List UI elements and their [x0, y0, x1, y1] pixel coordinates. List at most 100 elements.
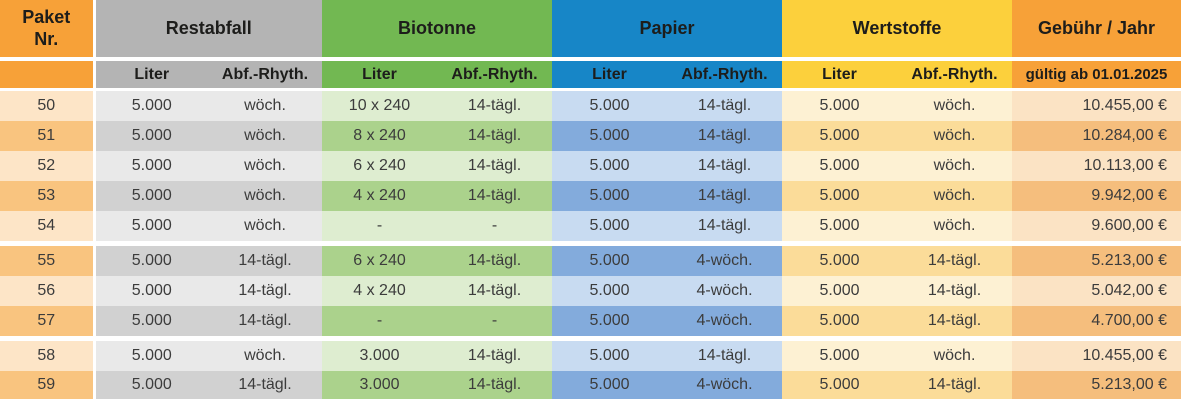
cell-restabfall-liter: 5.000	[94, 243, 208, 276]
header-row-sub: Liter Abf.-Rhyth. Liter Abf.-Rhyth. Lite…	[0, 59, 1181, 91]
cell-biotonne-rhythmus: 14-tägl.	[437, 243, 552, 276]
cell-wertstoffe-liter: 5.000	[782, 243, 897, 276]
cell-biotonne-liter: 4 x 240	[322, 181, 437, 211]
cell-restabfall-liter: 5.000	[94, 89, 208, 121]
cell-restabfall-liter: 5.000	[94, 151, 208, 181]
cell-wertstoffe-liter: 5.000	[782, 211, 897, 246]
cell-biotonne-liter: 10 x 240	[322, 89, 437, 121]
header-restabfall: Restabfall	[94, 0, 322, 61]
cell-wertstoffe-liter: 5.000	[782, 151, 897, 181]
cell-papier-liter: 5.000	[552, 181, 667, 211]
cell-papier-liter: 5.000	[552, 371, 667, 399]
cell-paket-nr: 55	[0, 243, 96, 276]
cell-restabfall-liter: 5.000	[94, 211, 208, 246]
cell-gebuehr-jahr: 10.284,00 €	[1012, 121, 1181, 151]
table-body: 50 5.000 wöch. 10 x 240 14-tägl. 5.000 14-tägl…	[0, 89, 1181, 399]
cell-paket-nr: 59	[0, 371, 96, 399]
cell-papier-liter: 5.000	[552, 121, 667, 151]
cell-gebuehr-jahr: 5.042,00 €	[1012, 276, 1181, 306]
table-row-paket-57: 57 5.000 14-tägl. - -5.000 4-wöch. 5.000 14-täg…	[0, 306, 1181, 341]
cell-wertstoffe-liter: 5.000	[782, 121, 897, 151]
cell-biotonne-liter: 6 x 240	[322, 243, 437, 276]
cell-papier-rhythmus: 14-tägl.	[667, 181, 782, 211]
table-row-paket-56: 56 5.000 14-tägl. 4 x 240 14-tägl. 5.000 4-wöc…	[0, 276, 1181, 306]
cell-wertstoffe-rhythmus: 14-tägl.	[897, 371, 1012, 399]
header-papier: Papier	[552, 0, 782, 61]
cell-restabfall-rhythmus: 14-tägl.	[208, 306, 322, 341]
cell-biotonne-liter: 3.000	[322, 371, 437, 399]
cell-gebuehr-jahr: 5.213,00 €	[1012, 371, 1181, 399]
cell-papier-rhythmus: 4-wöch.	[667, 371, 782, 399]
table-row-paket-54: 54 5.000 wöch. - -5.000 14-tägl. 5.000 wöch. 9.6…	[0, 211, 1181, 246]
cell-papier-rhythmus: 4-wöch.	[667, 276, 782, 306]
cell-wertstoffe-rhythmus: 14-tägl.	[897, 276, 1012, 306]
cell-gebuehr-jahr: 4.700,00 €	[1012, 306, 1181, 341]
header-row-groups: Paket Nr. Restabfall Biotonne Papier Wer…	[0, 0, 1181, 61]
cell-wertstoffe-liter: 5.000	[782, 371, 897, 399]
cell-paket-nr: 53	[0, 181, 96, 211]
cell-restabfall-liter: 5.000	[94, 181, 208, 211]
cell-biotonne-rhythmus: 14-tägl.	[437, 338, 552, 371]
cell-gebuehr-jahr: 9.942,00 €	[1012, 181, 1181, 211]
header-paket-nr: Paket Nr.	[0, 0, 96, 61]
cell-biotonne-rhythmus: 14-tägl.	[437, 371, 552, 399]
cell-wertstoffe-liter: 5.000	[782, 181, 897, 211]
cell-papier-liter: 5.000	[552, 89, 667, 121]
table-row-paket-55: 55 5.000 14-tägl. 6 x 240 14-tägl. 5.000 4-wöc…	[0, 243, 1181, 276]
cell-wertstoffe-liter: 5.000	[782, 338, 897, 371]
cell-paket-nr: 50	[0, 89, 96, 121]
cell-restabfall-liter: 5.000	[94, 371, 208, 399]
cell-wertstoffe-liter: 5.000	[782, 89, 897, 121]
cell-papier-rhythmus: 4-wöch.	[667, 306, 782, 341]
cell-wertstoffe-rhythmus: 14-tägl.	[897, 306, 1012, 341]
cell-biotonne-rhythmus: 14-tägl.	[437, 121, 552, 151]
cell-restabfall-liter: 5.000	[94, 121, 208, 151]
cell-gebuehr-jahr: 10.455,00 €	[1012, 338, 1181, 371]
subheader-restabfall-rhythmus: Abf.-Rhyth.	[208, 59, 322, 91]
cell-restabfall-liter: 5.000	[94, 276, 208, 306]
header-wertstoffe: Wertstoffe	[782, 0, 1012, 61]
cell-restabfall-rhythmus: wöch.	[208, 338, 322, 371]
header-paket-nr-label: Paket Nr.	[22, 6, 71, 49]
cell-biotonne-liter: 6 x 240	[322, 151, 437, 181]
cell-restabfall-rhythmus: wöch.	[208, 211, 322, 246]
cell-papier-rhythmus: 4-wöch.	[667, 243, 782, 276]
cell-restabfall-rhythmus: wöch.	[208, 121, 322, 151]
subheader-wertstoffe-liter: Liter	[782, 59, 897, 91]
cell-wertstoffe-rhythmus: wöch.	[897, 338, 1012, 371]
cell-restabfall-rhythmus: 14-tägl.	[208, 371, 322, 399]
subheader-biotonne-rhythmus: Abf.-Rhyth.	[437, 59, 552, 91]
cell-gebuehr-jahr: 5.213,00 €	[1012, 243, 1181, 276]
cell-biotonne-liter: -	[322, 306, 437, 341]
cell-biotonne-rhythmus: -	[437, 306, 552, 341]
cell-paket-nr: 57	[0, 306, 96, 341]
cell-papier-rhythmus: 14-tägl.	[667, 151, 782, 181]
cell-papier-rhythmus: 14-tägl.	[667, 211, 782, 246]
cell-papier-rhythmus: 14-tägl.	[667, 338, 782, 371]
cell-gebuehr-jahr: 10.455,00 €	[1012, 89, 1181, 121]
cell-wertstoffe-rhythmus: wöch.	[897, 151, 1012, 181]
subheader-papier-liter: Liter	[552, 59, 667, 91]
cell-biotonne-liter: 4 x 240	[322, 276, 437, 306]
cell-biotonne-rhythmus: 14-tägl.	[437, 151, 552, 181]
subheader-papier-rhythmus: Abf.-Rhyth.	[667, 59, 782, 91]
cell-wertstoffe-rhythmus: wöch.	[897, 121, 1012, 151]
cell-restabfall-rhythmus: 14-tägl.	[208, 243, 322, 276]
cell-wertstoffe-liter: 5.000	[782, 306, 897, 341]
cell-papier-liter: 5.000	[552, 338, 667, 371]
cell-biotonne-rhythmus: -	[437, 211, 552, 246]
cell-paket-nr: 51	[0, 121, 96, 151]
table-row-paket-58: 58 5.000 wöch. 3.000 14-tägl. 5.000 14-tägl. 5.…	[0, 338, 1181, 371]
cell-wertstoffe-rhythmus: wöch.	[897, 181, 1012, 211]
cell-wertstoffe-liter: 5.000	[782, 276, 897, 306]
table-row-paket-59: 59 5.000 14-tägl. 3.000 14-tägl. 5.000 4-wöch.…	[0, 371, 1181, 399]
cell-paket-nr: 56	[0, 276, 96, 306]
subheader-biotonne-liter: Liter	[322, 59, 437, 91]
table-row-paket-50: 50 5.000 wöch. 10 x 240 14-tägl. 5.000 14-tägl…	[0, 89, 1181, 121]
cell-restabfall-rhythmus: wöch.	[208, 89, 322, 121]
cell-papier-liter: 5.000	[552, 306, 667, 341]
table-row-paket-51: 51 5.000 wöch. 8 x 240 14-tägl. 5.000 14-tägl.…	[0, 121, 1181, 151]
cell-restabfall-liter: 5.000	[94, 306, 208, 341]
cell-papier-liter: 5.000	[552, 211, 667, 246]
